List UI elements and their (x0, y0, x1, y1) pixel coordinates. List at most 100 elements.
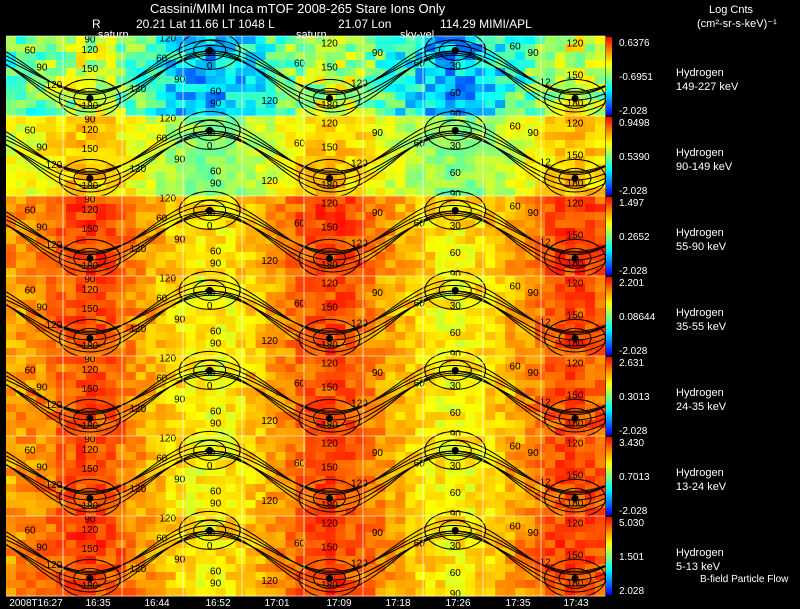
heatmap-cell (465, 308, 476, 317)
heatmap-cell (105, 468, 117, 477)
heatmap-cell (325, 292, 336, 301)
contour-label: 150 (567, 230, 584, 241)
heatmap-cell (15, 348, 27, 357)
heatmap-cell (515, 332, 526, 341)
heatmap-cell (345, 572, 356, 581)
heatmap-cell (385, 332, 396, 341)
heatmap-cell (415, 180, 426, 189)
heatmap-cell (425, 516, 436, 525)
heatmap-cell (595, 148, 606, 157)
heatmap-cell (575, 364, 586, 373)
heatmap-cell (415, 204, 426, 213)
heatmap-cell (215, 524, 227, 533)
heatmap-cell (295, 484, 306, 493)
heatmap-cell (255, 164, 267, 173)
heatmap-cell (525, 180, 536, 189)
heatmap-cell (125, 388, 137, 397)
heatmap-cell (155, 300, 167, 309)
heatmap-cell (315, 492, 326, 501)
heatmap-cell (485, 92, 496, 101)
heatmap-cell (385, 364, 396, 373)
contour-label: 120 (321, 358, 338, 369)
heatmap-cell (225, 468, 237, 477)
heatmap-cell (385, 524, 396, 533)
heatmap-cell (95, 380, 107, 389)
contour-label: 90 (528, 48, 540, 59)
heatmap-cell (425, 140, 436, 149)
heatmap-cell (425, 580, 436, 589)
contour-label: 180 (567, 98, 584, 109)
heatmap-cell (565, 220, 576, 229)
heatmap-cell (425, 236, 436, 245)
heatmap-cell (235, 68, 247, 77)
heatmap-cell (465, 420, 476, 429)
heatmap-cell (535, 532, 546, 541)
heatmap-cell (535, 100, 546, 109)
contour-label: 150 (82, 304, 99, 315)
heatmap-cell (495, 92, 506, 101)
heatmap-cell (445, 420, 456, 429)
heatmap-cell (45, 412, 57, 421)
heatmap-cell (535, 452, 546, 461)
heatmap-cell (395, 436, 406, 445)
heatmap-cell (75, 100, 87, 109)
heatmap-cell (435, 148, 446, 157)
heatmap-cell (385, 492, 396, 501)
heatmap-cell (265, 204, 277, 213)
heatmap-cell (25, 92, 37, 101)
heatmap-cell (405, 196, 416, 205)
contour-label: 60 (450, 248, 462, 259)
heatmap-cell (225, 164, 237, 173)
heatmap-cell (525, 436, 536, 445)
heatmap-cell (375, 372, 386, 381)
heatmap-cell (225, 492, 237, 501)
heatmap-cell (115, 124, 127, 133)
heatmap-cell (465, 68, 476, 77)
contour-label: 12 (540, 238, 552, 249)
heatmap-cell (65, 116, 77, 125)
heatmap-cell (85, 284, 97, 293)
heatmap-cell (565, 388, 576, 397)
heatmap-cell (345, 404, 356, 413)
heatmap-cell (515, 124, 526, 133)
heatmap-cell (385, 124, 396, 133)
heatmap-cell (595, 588, 606, 597)
contour-label: 180 (321, 260, 338, 271)
heatmap-cell (115, 212, 127, 221)
heatmap-cell (135, 572, 147, 581)
heatmap-cell (305, 396, 316, 405)
heatmap-cell (405, 172, 416, 181)
heatmap-cell (45, 316, 57, 325)
heatmap-cell (595, 132, 606, 141)
heatmap-cell (95, 468, 107, 477)
heatmap-cell (395, 476, 406, 485)
heatmap-cell (165, 564, 177, 573)
contour-label: 120 (261, 256, 278, 267)
heatmap-cell (165, 228, 177, 237)
heatmap-cell (405, 412, 416, 421)
contour-label: 60 (210, 246, 222, 257)
heatmap-cell (585, 156, 596, 165)
heatmap-cell (55, 76, 67, 85)
heatmap-cell (335, 348, 346, 357)
heatmap-cell (315, 196, 326, 205)
heatmap-cell (305, 76, 316, 85)
colorbar-gradient (606, 277, 612, 355)
contour-label: 30 (204, 288, 216, 299)
heatmap-cell (255, 476, 267, 485)
heatmap-cell (325, 444, 336, 453)
heatmap-cell (545, 92, 556, 101)
heatmap-cell (85, 116, 97, 125)
field-direction-marker (86, 574, 94, 582)
heatmap-cell (55, 588, 67, 597)
heatmap-cell (45, 548, 57, 557)
heatmap-cell (95, 228, 107, 237)
heatmap-cell (55, 380, 67, 389)
heatmap-cell (515, 276, 526, 285)
heatmap-cell (415, 156, 426, 165)
heatmap-cell (305, 460, 316, 469)
heatmap-cell (575, 524, 586, 533)
heatmap-cell (6, 236, 17, 245)
contour-label: 120 (46, 480, 63, 491)
